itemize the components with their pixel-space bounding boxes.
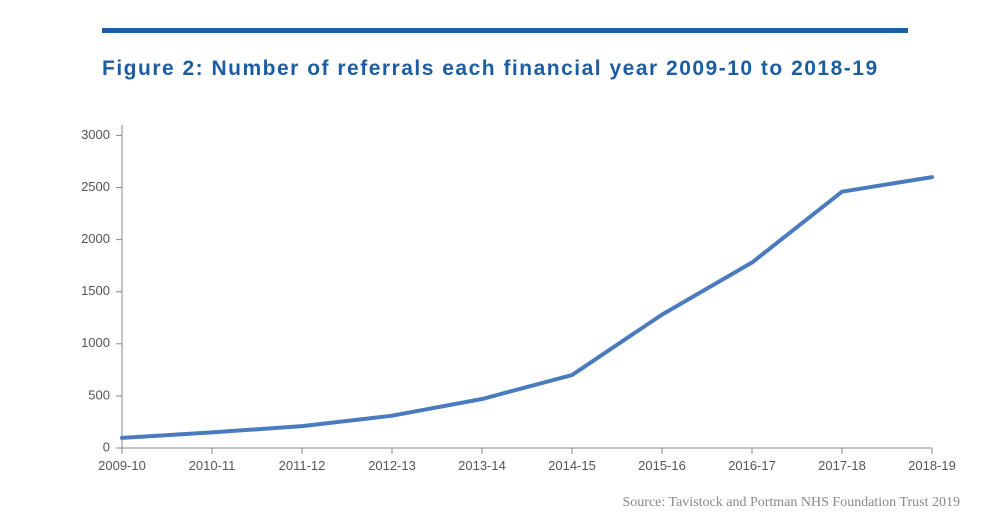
y-tick-label: 1000 xyxy=(81,335,110,350)
figure-container: { "figure": { "top_rule": { "color": "#1… xyxy=(0,0,1000,521)
y-tick-label: 2000 xyxy=(81,231,110,246)
x-tick-label: 2015-16 xyxy=(638,458,686,473)
x-tick-label: 2012-13 xyxy=(368,458,416,473)
y-tick-label: 0 xyxy=(103,439,110,454)
x-tick-label: 2014-15 xyxy=(548,458,596,473)
x-tick-label: 2018-19 xyxy=(908,458,956,473)
x-tick-label: 2010-11 xyxy=(189,458,236,473)
source-note: Source: Tavistock and Portman NHS Founda… xyxy=(623,495,961,511)
y-tick-label: 1500 xyxy=(81,283,110,298)
top-rule xyxy=(102,28,908,33)
x-tick-label: 2017-18 xyxy=(818,458,866,473)
x-tick-label: 2016-17 xyxy=(728,458,776,473)
x-tick-label: 2009-10 xyxy=(98,458,146,473)
x-tick-label: 2011-12 xyxy=(279,458,326,473)
y-tick-label: 500 xyxy=(88,387,110,402)
figure-title: Figure 2: Number of referrals each finan… xyxy=(102,55,908,83)
line-chart: 0 500 1000 1500 2000 2500 3000 2009-10 2010-11 20… xyxy=(40,115,970,485)
y-tick-label: 2500 xyxy=(81,179,110,194)
series-line xyxy=(122,177,932,438)
y-tick-label: 3000 xyxy=(81,127,110,142)
x-tick-label: 2013-14 xyxy=(458,458,506,473)
